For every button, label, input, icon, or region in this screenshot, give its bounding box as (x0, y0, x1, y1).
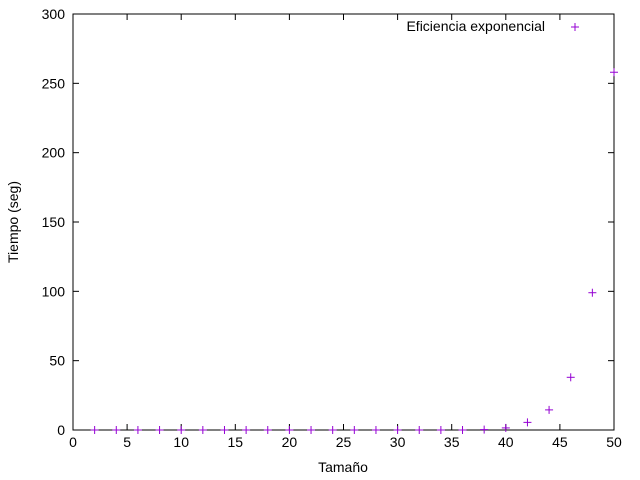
data-point (242, 426, 251, 434)
data-points (90, 68, 618, 434)
data-point (307, 426, 316, 434)
data-point (588, 288, 597, 297)
x-tick-label: 15 (228, 434, 244, 450)
y-tick-label: 250 (42, 75, 66, 91)
data-point (415, 426, 424, 434)
x-tick-label: 10 (173, 434, 189, 450)
legend: Eficiencia exponencial (406, 18, 579, 34)
x-tick-label: 0 (69, 434, 77, 450)
data-point (133, 426, 142, 434)
y-tick-label: 0 (57, 422, 65, 438)
x-tick-label: 45 (552, 434, 568, 450)
data-point (393, 426, 402, 434)
y-axis-label: Tiempo (seg) (5, 181, 21, 263)
data-point (112, 426, 121, 434)
x-tick-label: 20 (282, 434, 298, 450)
data-point (285, 426, 294, 434)
x-tick-labels: 0 5 10 15 20 25 30 35 40 45 50 (69, 434, 622, 450)
data-point (523, 418, 532, 427)
x-tick-label: 5 (123, 434, 131, 450)
data-point (177, 426, 186, 434)
data-point (155, 426, 164, 434)
y-tick-label: 200 (42, 145, 66, 161)
x-axis-label: Tamaño (318, 459, 368, 475)
data-point (545, 405, 554, 414)
data-point (220, 426, 229, 434)
x-tick-label: 25 (336, 434, 352, 450)
x-tick-label: 35 (444, 434, 460, 450)
y-tick-label: 300 (42, 6, 66, 22)
data-point (501, 423, 510, 432)
data-point (610, 68, 618, 77)
y-tick-labels: 0 50 100 150 200 250 300 (42, 6, 66, 438)
y-tick-label: 50 (49, 353, 65, 369)
data-point (198, 426, 207, 434)
x-tick-label: 30 (390, 434, 406, 450)
plot-frame (72, 13, 615, 431)
y-tick-label: 100 (42, 283, 66, 299)
x-tick-label: 40 (498, 434, 514, 450)
data-point (263, 426, 272, 434)
data-point (371, 426, 380, 434)
data-point (350, 426, 359, 434)
legend-marker (571, 23, 579, 31)
data-point (328, 426, 337, 434)
data-point (458, 426, 467, 434)
y-tick-label: 150 (42, 214, 66, 230)
data-point (90, 426, 99, 434)
legend-label: Eficiencia exponencial (406, 18, 545, 34)
data-point (480, 425, 489, 434)
data-point (566, 373, 575, 382)
data-point (436, 426, 445, 434)
axis-ticks (72, 13, 615, 431)
x-tick-label: 50 (606, 434, 622, 450)
